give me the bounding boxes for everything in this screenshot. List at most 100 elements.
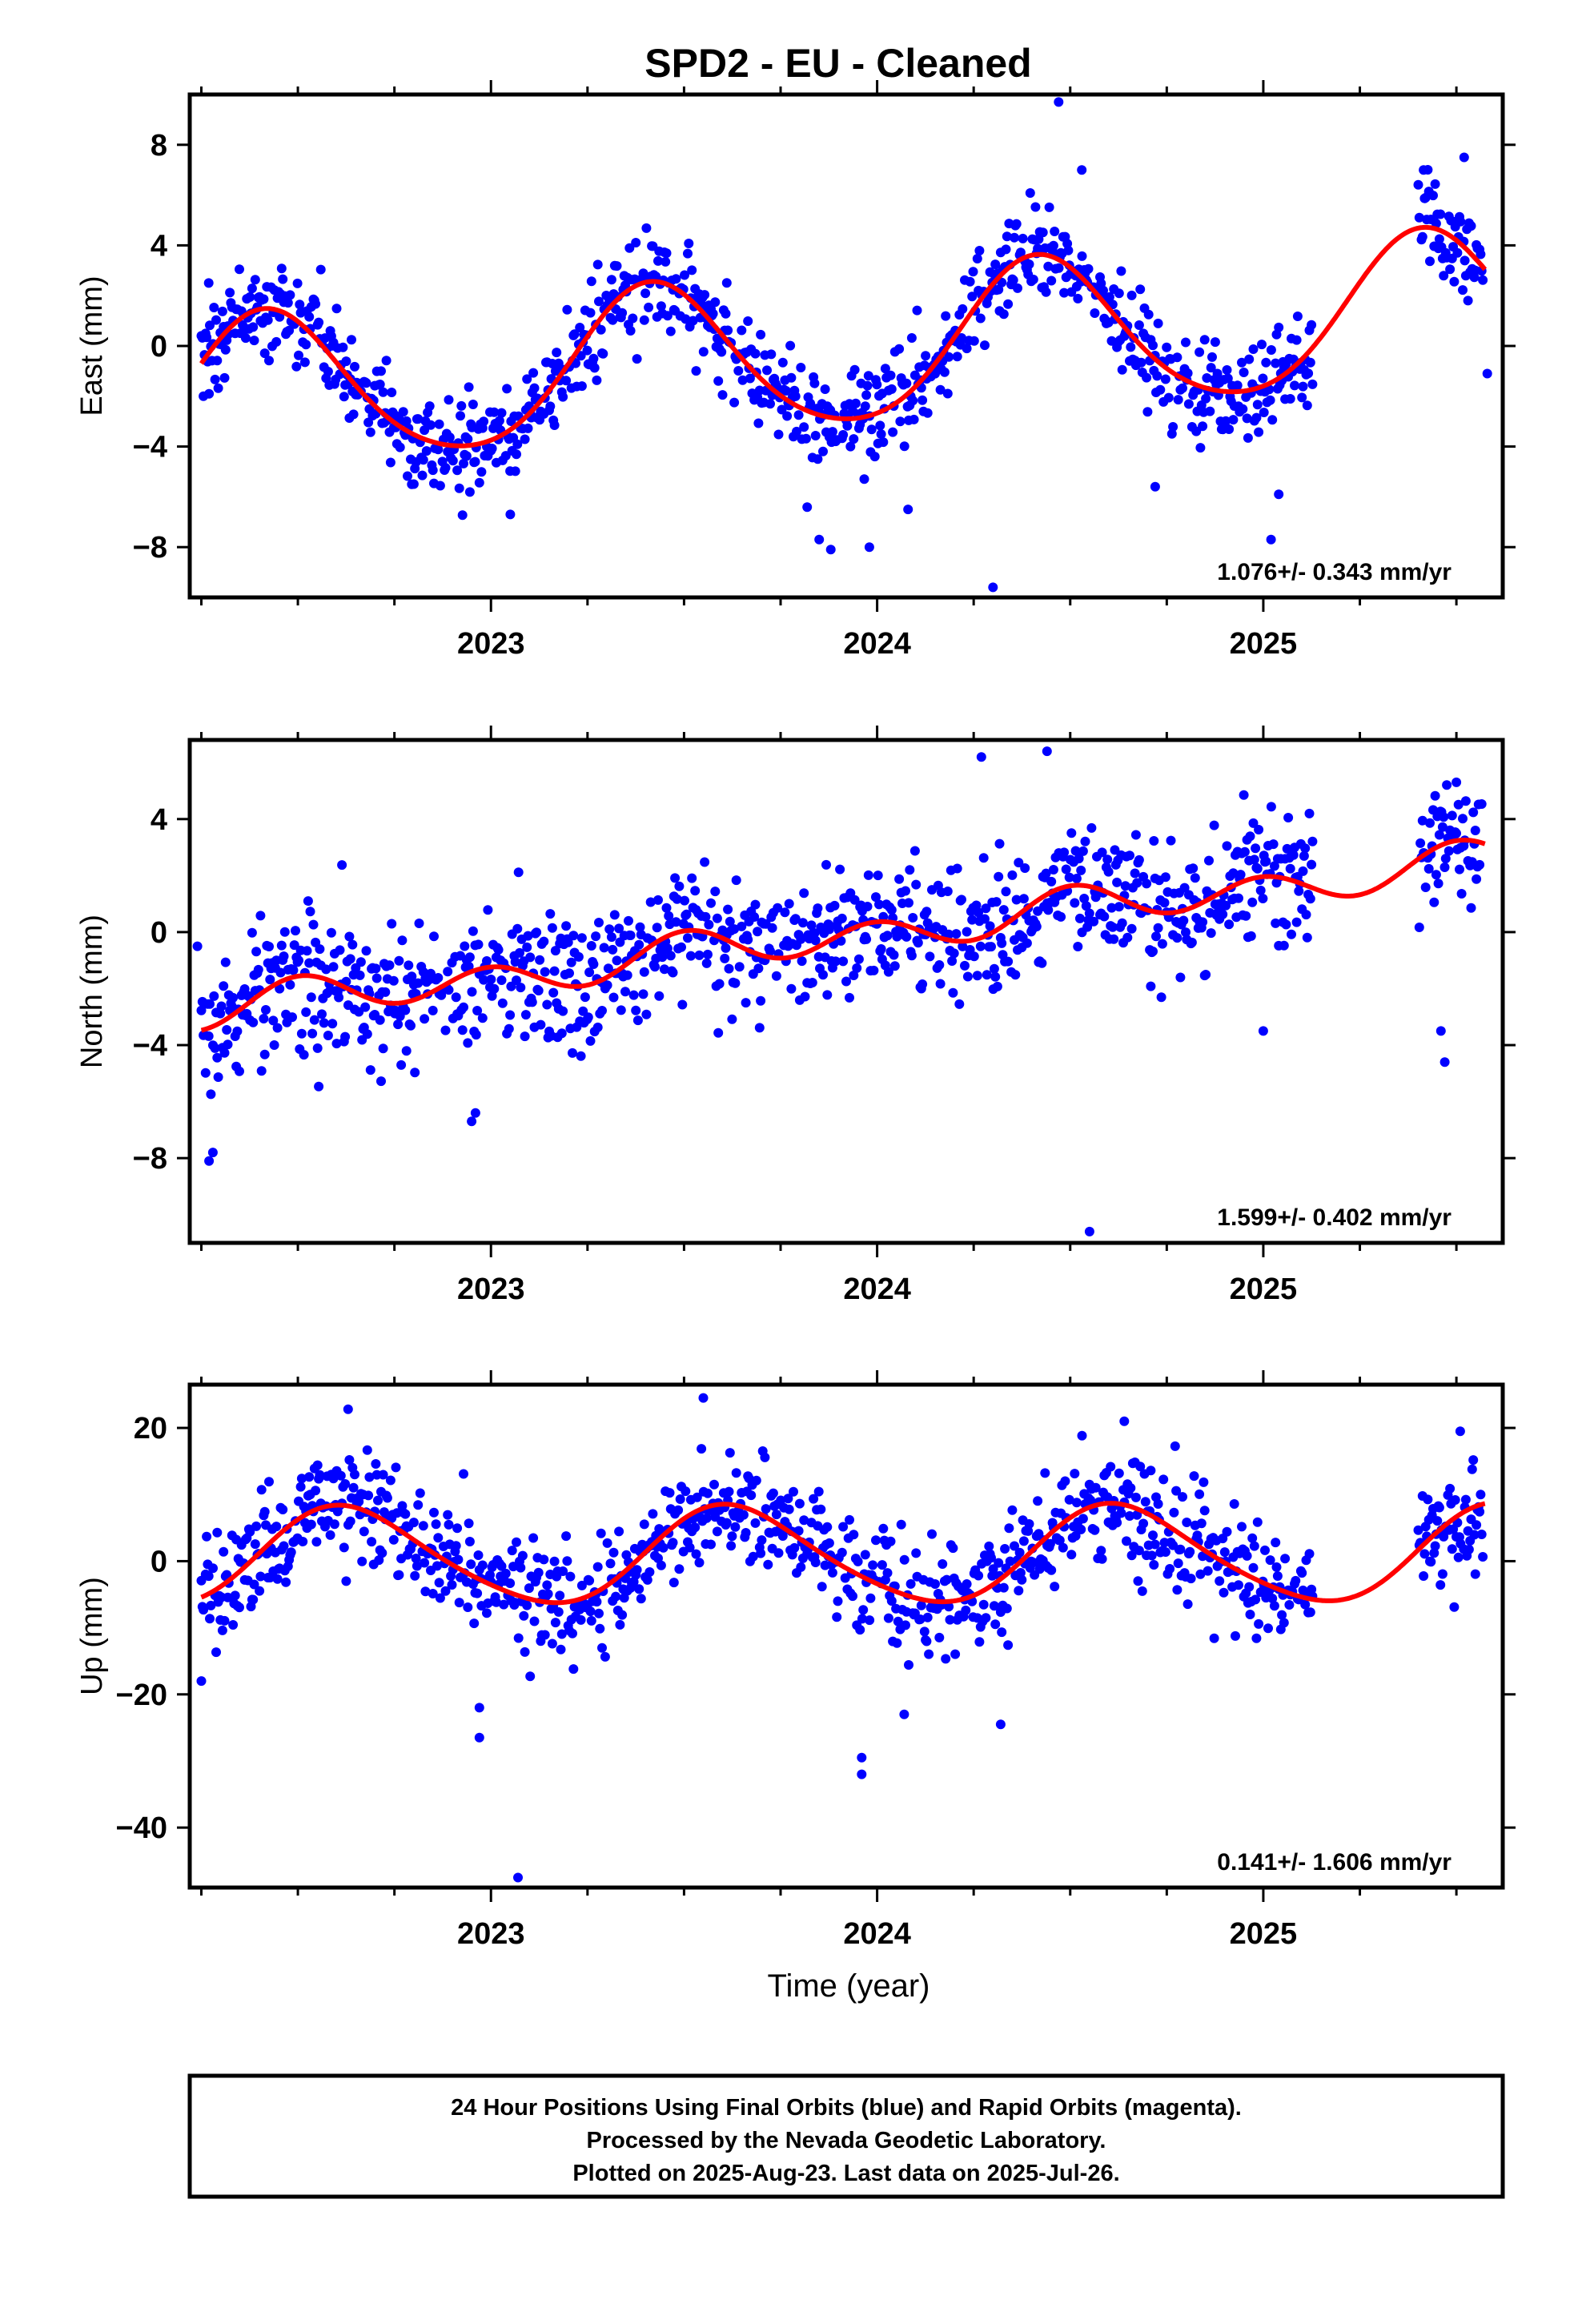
- up-data-point: [540, 1630, 550, 1640]
- north-data-point: [714, 979, 725, 989]
- up-data-point: [1033, 1496, 1043, 1506]
- north-data-point: [876, 944, 886, 954]
- east-data-point: [862, 380, 873, 391]
- east-outlier-point: [1054, 97, 1064, 107]
- up-data-point: [1426, 1557, 1436, 1567]
- north-data-point: [564, 968, 574, 979]
- east-data-point: [463, 434, 473, 444]
- up-data-point: [1146, 1466, 1156, 1476]
- east-data-point: [785, 340, 796, 351]
- up-data-point: [1254, 1618, 1264, 1629]
- up-data-point: [1189, 1471, 1199, 1482]
- north-data-point: [1059, 847, 1070, 858]
- north-data-point: [360, 1002, 371, 1012]
- east-data-point: [301, 340, 311, 350]
- east-data-point: [219, 372, 230, 383]
- east-data-point: [586, 276, 596, 287]
- up-data-point: [1126, 1483, 1136, 1494]
- north-data-point: [1249, 854, 1259, 865]
- east-data-point: [347, 335, 356, 345]
- east-outlier-point: [204, 388, 215, 399]
- north-data-point: [1099, 911, 1110, 922]
- up-data-point: [930, 1579, 940, 1589]
- up-data-point: [235, 1602, 244, 1613]
- north-data-point: [991, 897, 1002, 907]
- up-axis-ticks: 2023 2024 2025 −40 −20 0 20: [116, 1370, 1516, 1951]
- north-data-point: [756, 995, 766, 1006]
- up-data-point: [725, 1448, 735, 1458]
- north-data-point: [952, 863, 962, 874]
- up-data-point: [472, 1588, 483, 1598]
- east-data-point: [790, 391, 801, 401]
- east-data-point: [641, 223, 652, 233]
- north-data-point: [1247, 897, 1258, 907]
- up-data-point: [738, 1510, 749, 1520]
- up-data-point: [371, 1459, 381, 1469]
- north-data-point: [378, 1043, 388, 1054]
- north-data-point: [1172, 933, 1182, 943]
- up-data-point: [1071, 1498, 1082, 1508]
- north-data-point: [563, 937, 573, 947]
- footer-box: 24 Hour Positions Using Final Orbits (bl…: [187, 2073, 1505, 2199]
- north-data-point: [212, 1052, 223, 1063]
- east-data-point: [285, 290, 295, 300]
- up-data-point: [251, 1521, 262, 1531]
- east-data-point: [656, 301, 666, 312]
- north-outlier-point: [1084, 1226, 1094, 1236]
- up-data-point: [1251, 1633, 1262, 1643]
- up-data-point: [817, 1582, 827, 1592]
- north-data-point: [522, 942, 532, 952]
- east-data-point: [211, 315, 221, 325]
- north-data-point: [376, 1076, 386, 1087]
- up-data-point: [413, 1500, 424, 1510]
- up-data-point: [1186, 1574, 1196, 1584]
- up-data-point: [634, 1584, 644, 1594]
- north-data-point: [479, 975, 489, 985]
- north-data-point: [780, 907, 790, 918]
- north-data-point: [429, 931, 439, 942]
- north-data-point: [957, 895, 966, 905]
- north-data-point: [561, 921, 572, 931]
- north-data-point: [1153, 923, 1163, 933]
- north-data-point: [291, 926, 300, 936]
- north-data-point: [767, 923, 777, 933]
- north-data-point: [1126, 923, 1137, 934]
- up-data-point: [617, 1610, 628, 1620]
- up-data-point: [350, 1470, 359, 1480]
- north-data-point: [463, 1038, 473, 1048]
- north-data-point: [753, 927, 763, 937]
- north-data-point: [974, 907, 984, 918]
- up-data-point: [1247, 1533, 1258, 1543]
- up-data-point: [1277, 1610, 1287, 1620]
- up-data-point: [730, 1522, 741, 1532]
- north-data-point: [334, 992, 344, 1003]
- east-data-point: [886, 384, 897, 394]
- east-data-point: [876, 429, 886, 440]
- east-data-point: [263, 315, 273, 325]
- up-data-point: [1160, 1547, 1170, 1557]
- east-data-point: [434, 419, 444, 429]
- up-data-point: [1437, 1569, 1447, 1579]
- east-data-point: [777, 357, 788, 368]
- up-data-point: [520, 1647, 530, 1657]
- north-data-point: [1255, 885, 1266, 895]
- north-data-point: [220, 957, 231, 967]
- north-data-point: [568, 931, 579, 941]
- up-data-point: [464, 1537, 475, 1546]
- up-data-point: [464, 1518, 474, 1529]
- east-panel: 2023 2024 2025 −8 −4 0 4 8 East (mm) 1.076+/- 0…: [75, 80, 1516, 661]
- up-data-point: [558, 1566, 568, 1576]
- north-data-point: [599, 943, 609, 953]
- east-data-point: [1173, 395, 1183, 405]
- north-data-point: [371, 963, 381, 974]
- north-data-point: [1043, 905, 1054, 915]
- north-data-point: [394, 955, 404, 966]
- up-data-point: [281, 1577, 291, 1587]
- north-data-point: [683, 933, 693, 943]
- up-data-point: [453, 1554, 464, 1565]
- up-outlier-point: [1455, 1426, 1465, 1437]
- up-x-tick-label: 2024: [843, 1917, 911, 1951]
- east-data-point: [1303, 368, 1314, 379]
- east-data-point: [906, 333, 917, 343]
- up-rate-label: 0.141+/- 1.606 mm/yr: [1217, 1849, 1452, 1876]
